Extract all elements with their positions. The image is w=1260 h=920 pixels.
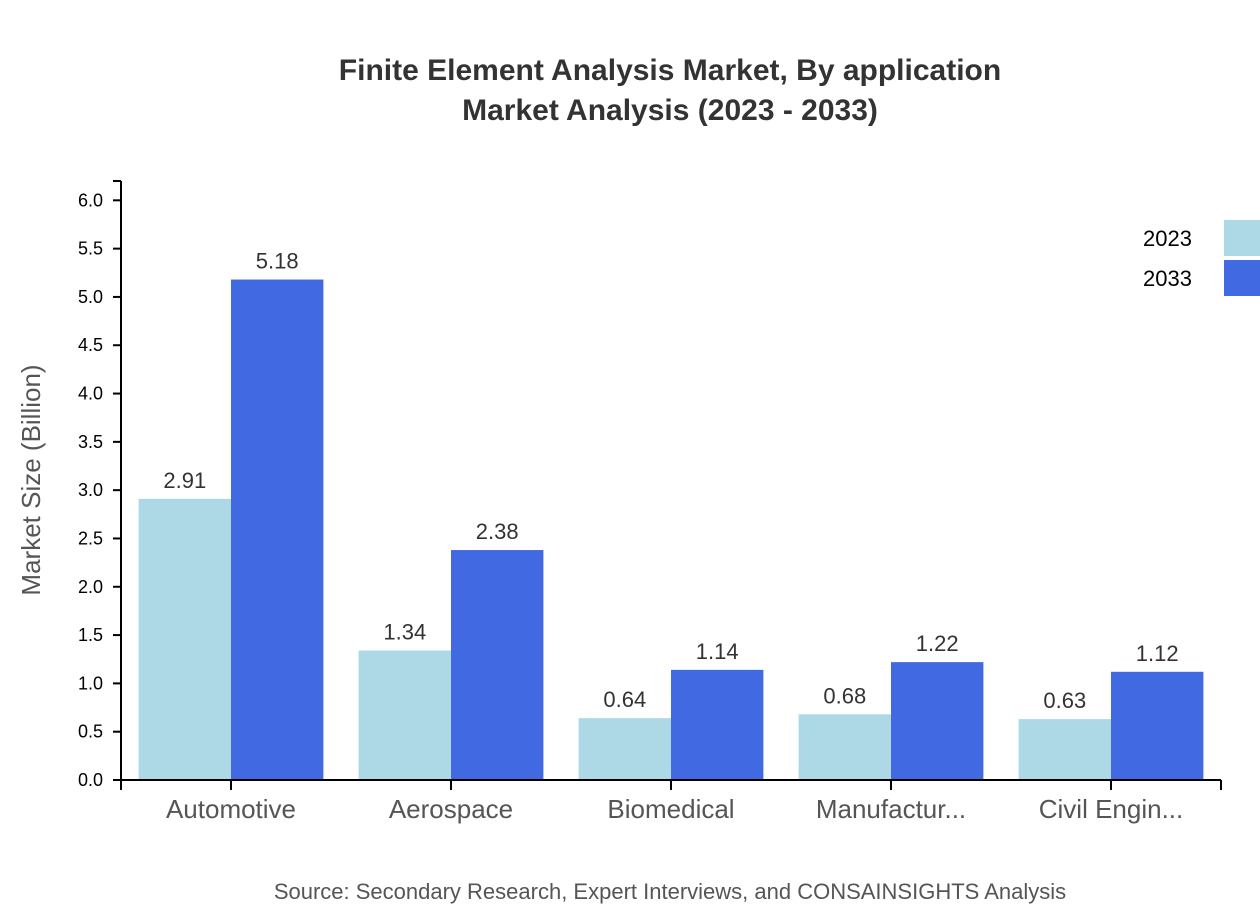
data-label-2023-1: 1.34	[383, 620, 426, 645]
legend-label-2033: 2033	[1143, 266, 1192, 291]
data-label-2033-3: 1.22	[916, 631, 959, 656]
bars-group	[138, 279, 1204, 780]
bar-2023-3	[798, 714, 891, 780]
data-labels-group: 2.91 1.34 0.64 0.68 0.63 5.18 2.38 1.14 1.22 1.12	[163, 249, 1178, 714]
y-tick-label-5: 2.5	[78, 528, 103, 548]
y-tick-label-7: 3.5	[78, 432, 103, 452]
y-axis-title: Market Size (Billion)	[16, 364, 46, 595]
data-label-2033-2: 1.14	[696, 639, 739, 664]
y-tick-label-4: 2.0	[78, 577, 103, 597]
bar-2033-0	[231, 279, 324, 780]
legend-swatch-2023	[1224, 220, 1260, 256]
bar-2023-4	[1018, 719, 1111, 780]
legend: 2023 2033	[1143, 220, 1260, 296]
x-tick-label-4: Civil Engin...	[1039, 794, 1184, 824]
bar-2033-1	[451, 550, 544, 780]
x-tick-label-2: Biomedical	[607, 794, 734, 824]
data-label-2023-0: 2.91	[163, 468, 206, 493]
x-tick-label-0: Automotive	[166, 794, 296, 824]
y-tick-label-8: 4.0	[78, 384, 103, 404]
bar-2033-3	[891, 662, 984, 780]
bar-2033-4	[1111, 671, 1204, 780]
bar-2023-1	[358, 650, 451, 780]
chart-subtitle: Market Analysis (2023 - 2033)	[462, 94, 878, 127]
y-tick-label-11: 5.5	[78, 239, 103, 259]
data-label-2033-0: 5.18	[256, 249, 299, 274]
bar-2033-2	[671, 669, 764, 780]
data-label-2033-4: 1.12	[1136, 641, 1179, 666]
y-tick-label-6: 3.0	[78, 480, 103, 500]
bar-2023-2	[578, 718, 671, 780]
data-label-2033-1: 2.38	[476, 519, 519, 544]
y-tick-label-3: 1.5	[78, 625, 103, 645]
x-tick-label-3: Manufactur...	[816, 794, 966, 824]
y-tick-label-9: 4.5	[78, 335, 103, 355]
source-note: Source: Secondary Research, Expert Inter…	[274, 879, 1066, 904]
y-tick-label-12: 6.0	[78, 190, 103, 210]
y-tick-label-1: 0.5	[78, 722, 103, 742]
y-tick-label-0: 0.0	[78, 770, 103, 790]
y-tick-label-10: 5.0	[78, 287, 103, 307]
y-axis: 0.0 0.5 1.0 1.5 2.0 2.5 3.0 3.5 4.0 4.5 5.0 5.5 6.0	[78, 180, 122, 790]
legend-label-2023: 2023	[1143, 226, 1192, 251]
data-label-2023-2: 0.64	[603, 687, 646, 712]
data-label-2023-3: 0.68	[823, 683, 866, 708]
y-tick-label-2: 1.0	[78, 673, 103, 693]
x-axis: Automotive Aerospace Biomedical Manufactur.…	[120, 779, 1222, 824]
bar-2023-0	[138, 498, 231, 780]
legend-swatch-2033	[1224, 260, 1260, 296]
chart-title: Finite Element Analysis Market, By appli…	[339, 54, 1001, 87]
x-tick-label-1: Aerospace	[389, 794, 513, 824]
data-label-2023-4: 0.63	[1043, 688, 1086, 713]
